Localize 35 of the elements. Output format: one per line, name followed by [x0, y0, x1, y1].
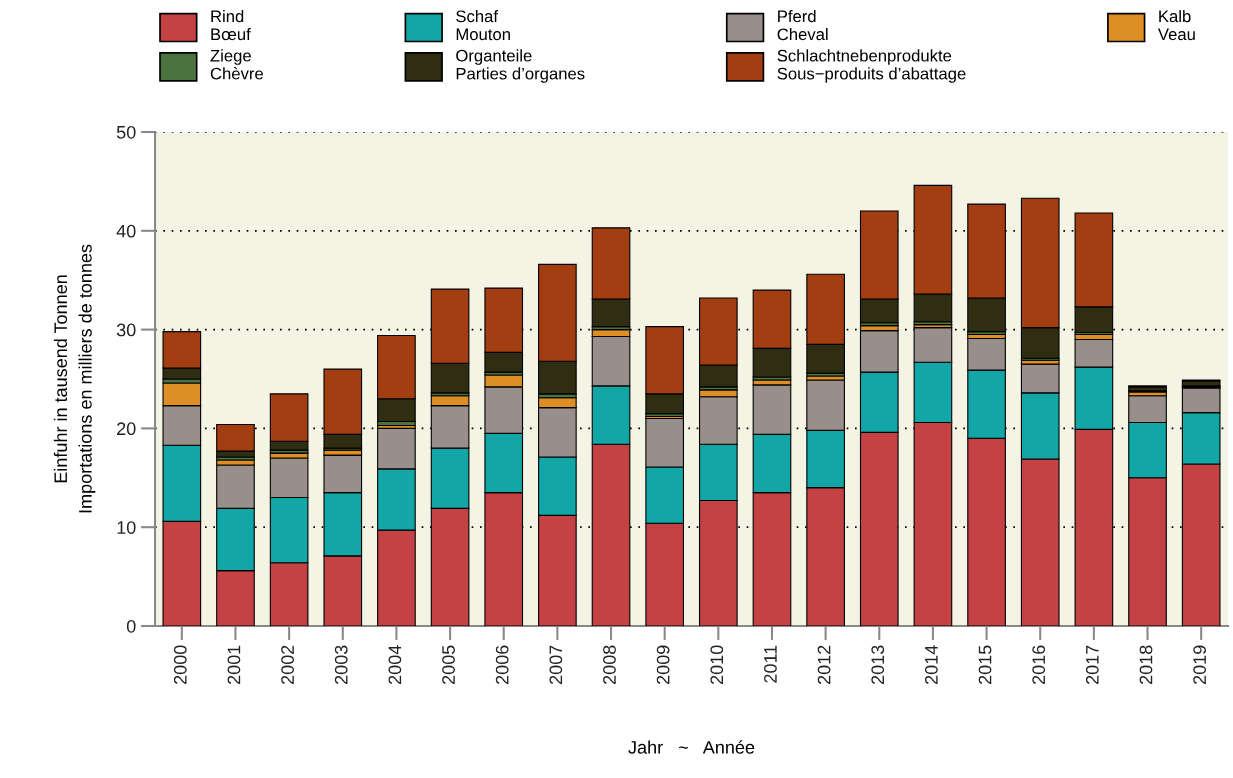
- x-tick-label: 2010: [710, 645, 724, 684]
- x-tick-label: 2008: [603, 645, 616, 684]
- y-tick-label: 20: [117, 422, 136, 436]
- x-tick-label: 2001: [227, 645, 241, 684]
- x-tick-label: 2018: [1139, 645, 1153, 684]
- x-tick-label: 2015: [978, 645, 992, 684]
- x-tick-label: 2016: [1032, 645, 1046, 684]
- x-tick-label: 2003: [334, 645, 348, 684]
- x-tick-label: 2002: [281, 645, 294, 684]
- x-tick-label: 2014: [924, 645, 938, 684]
- x-tick-label: 2005: [442, 645, 455, 684]
- x-tick-label: 2009: [656, 645, 670, 684]
- y-tick-label: 50: [116, 125, 136, 139]
- y-axis-title: Einfuhr in tausend Tonnen Importations en milliers de tonnes: [53, 244, 96, 513]
- x-tick-label: 2006: [495, 645, 509, 684]
- x-tick-label: 2019: [1193, 645, 1207, 684]
- legend-label: Pferd Cheval: [777, 10, 828, 41]
- legend-label: Organteile Parties d’organes: [456, 49, 585, 83]
- y-tick-label: 10: [117, 521, 136, 534]
- x-tick-label: 2007: [549, 645, 563, 684]
- x-tick-label: 2013: [871, 645, 885, 684]
- y-tick-label: 0: [126, 619, 136, 633]
- x-tick-label: 2000: [173, 645, 187, 684]
- legend-label: Ziege Chèvre: [210, 49, 263, 80]
- x-tick-label: 2017: [1085, 645, 1099, 684]
- legend-label: Schaf Mouton: [456, 10, 510, 41]
- y-tick-label: 30: [116, 323, 136, 337]
- x-tick-label: 2004: [388, 645, 402, 684]
- y-tick-label: 40: [116, 224, 136, 238]
- x-axis-title: Jahr ~ Année: [628, 740, 755, 754]
- x-tick-label: 2011: [764, 645, 777, 683]
- legend-label: Kalb Veau: [1157, 10, 1195, 41]
- legend-label: Schlachtnebenprodukte Sous−produits d’abattage: [777, 49, 966, 83]
- x-tick-label: 2012: [817, 645, 831, 684]
- legend-label: Rind Bœuf: [211, 10, 251, 41]
